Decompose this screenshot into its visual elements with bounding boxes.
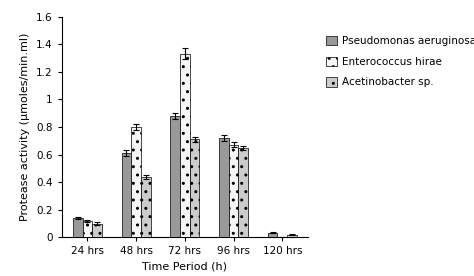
Bar [82,221,92,237]
Bar [268,232,277,237]
Bar [287,235,297,237]
Bar [228,145,238,237]
Bar [73,218,82,237]
Bar [170,116,180,237]
Bar [92,224,102,237]
Bar [131,127,141,237]
Bar [121,153,131,237]
Bar [141,177,151,237]
Y-axis label: Protease activity (µmoles/min.ml): Protease activity (µmoles/min.ml) [20,33,30,221]
Bar [219,138,228,237]
X-axis label: Time Period (h): Time Period (h) [142,262,228,272]
Bar [238,148,248,237]
Bar [190,139,200,237]
Legend: Pseudomonas aeruginosa, Enterococcus hirae, Acetinobacter sp.: Pseudomonas aeruginosa, Enterococcus hir… [323,33,474,91]
Bar [180,54,190,237]
